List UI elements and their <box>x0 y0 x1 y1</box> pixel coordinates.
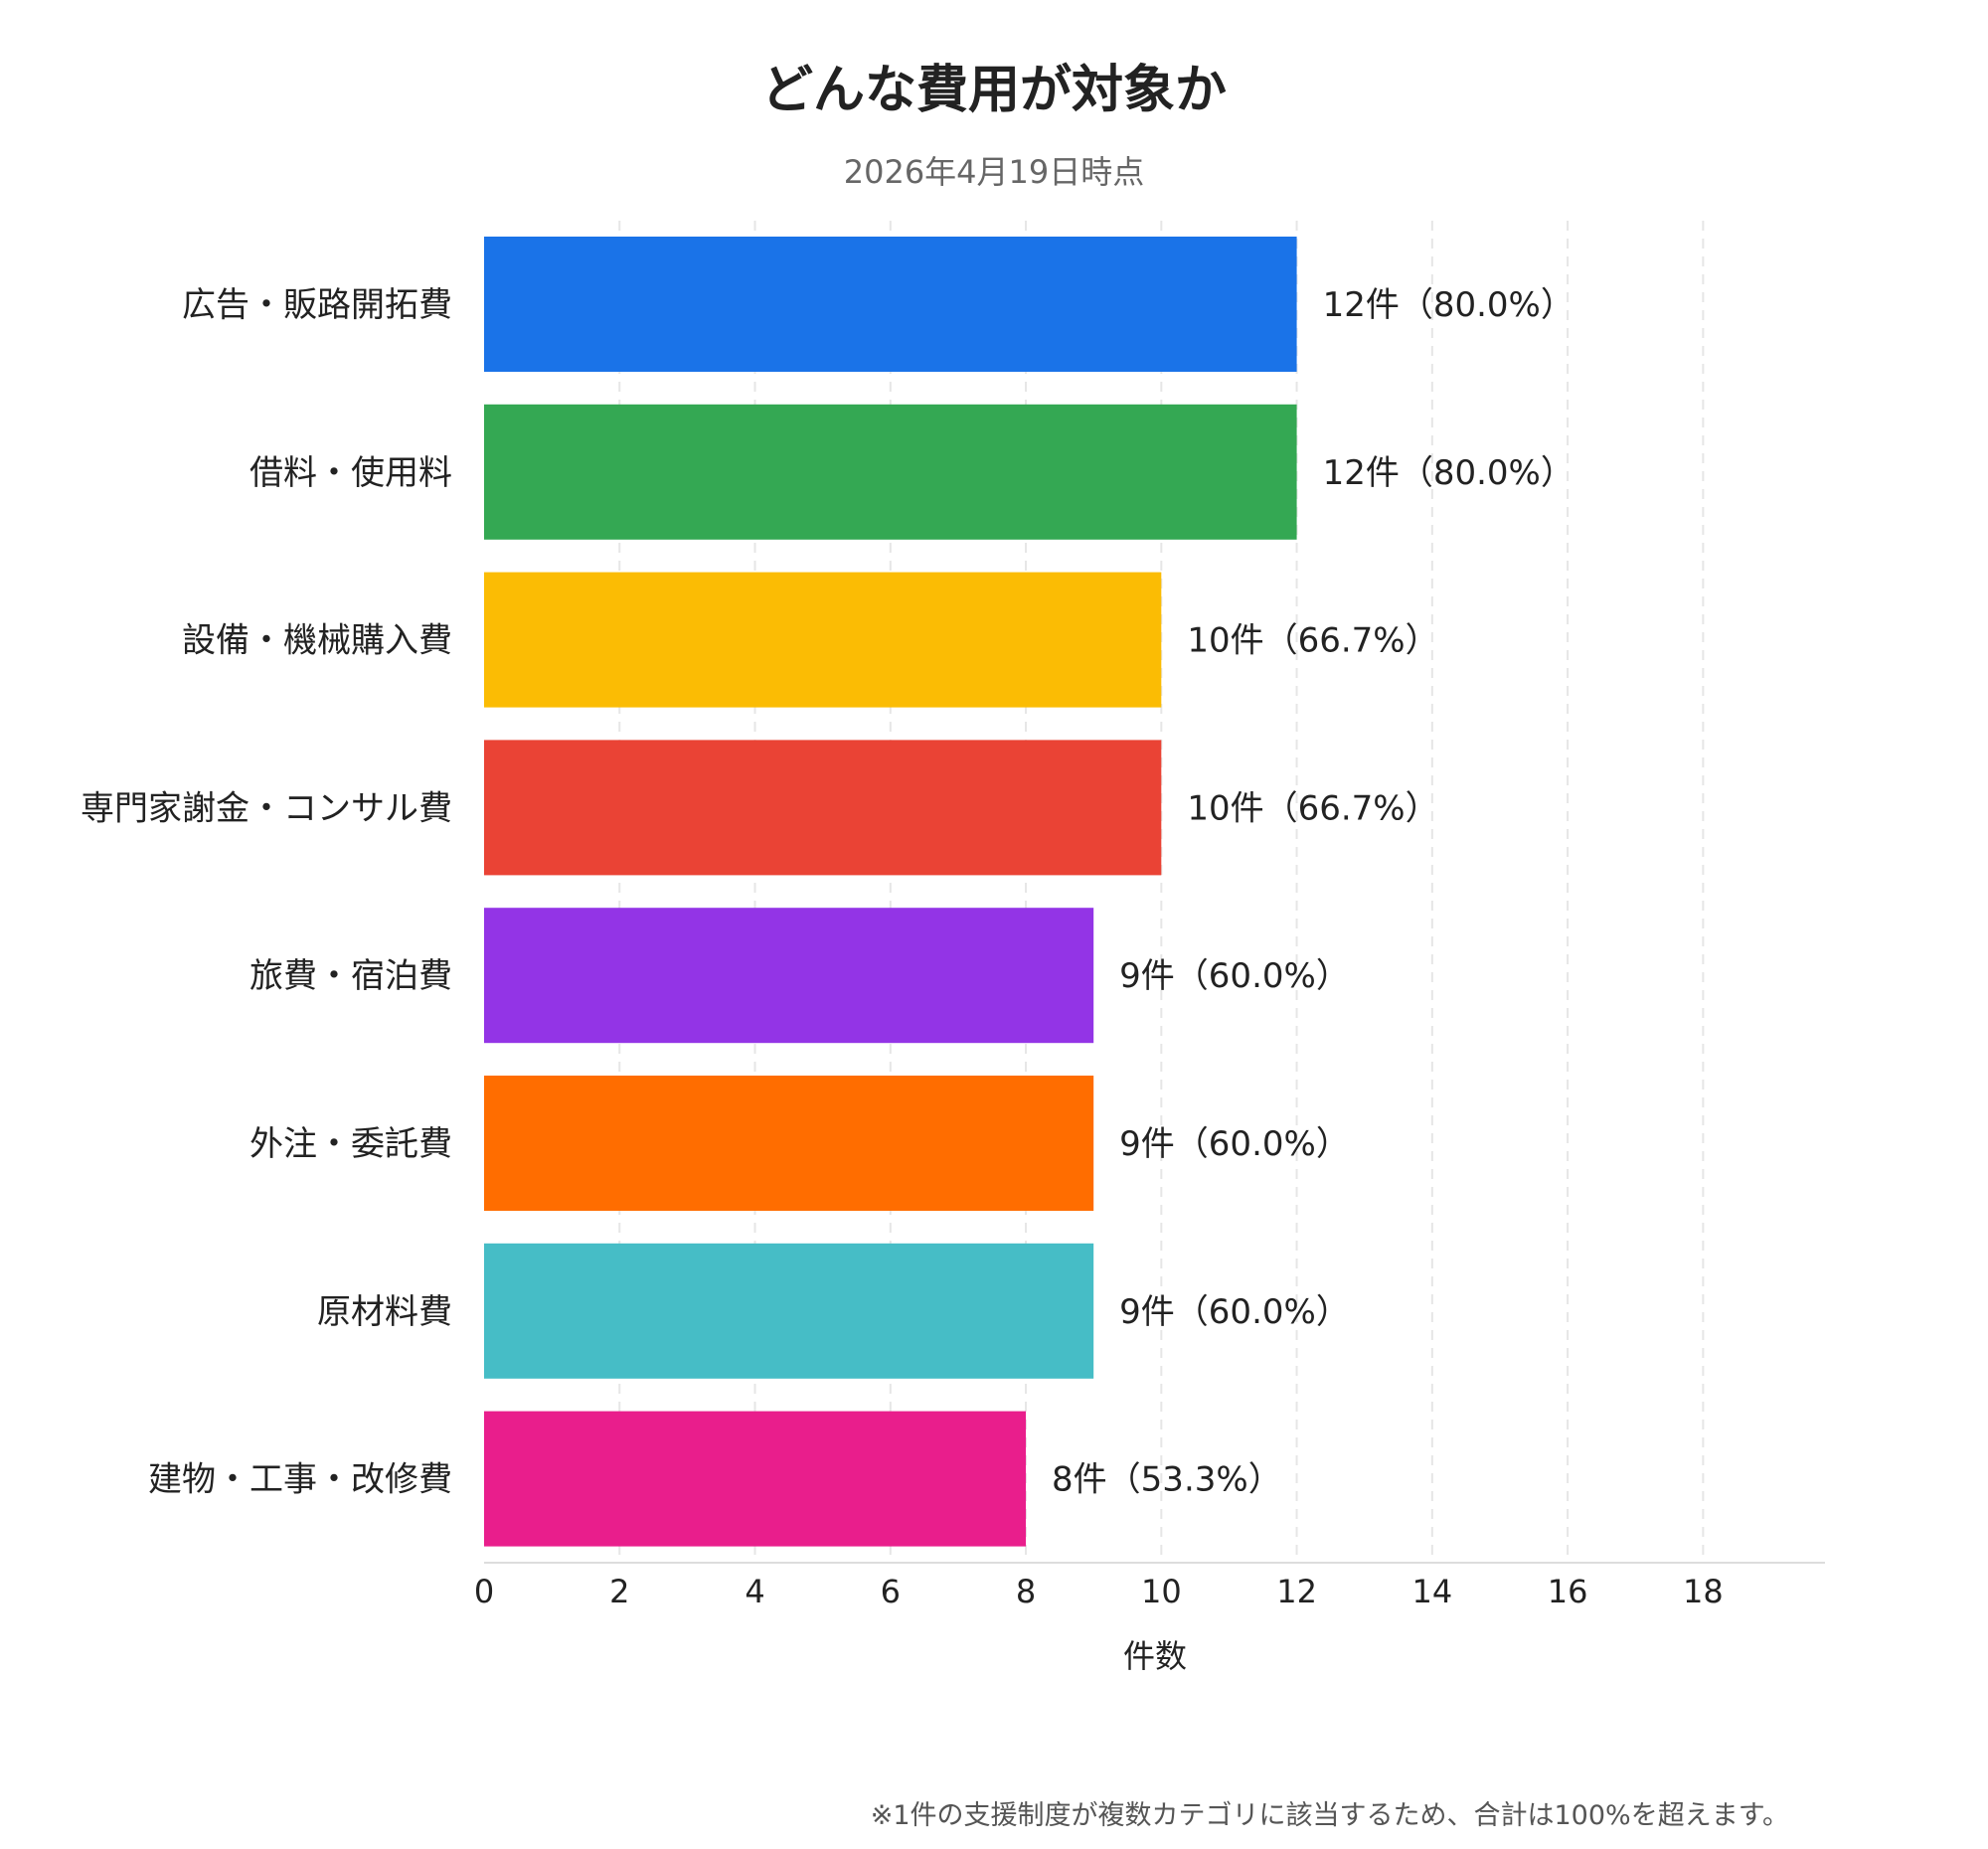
category-label: 専門家謝金・コンサル費 <box>81 788 452 828</box>
x-tick-label: 2 <box>609 1573 629 1610</box>
bars <box>484 237 1297 1547</box>
chart-subtitle: 2026年4月19日時点 <box>843 153 1145 191</box>
data-label: 9件（60.0%） <box>1119 1124 1350 1164</box>
x-tick-label: 8 <box>1016 1573 1036 1610</box>
category-label: 広告・販路開拓費 <box>182 285 452 325</box>
data-label: 8件（53.3%） <box>1052 1460 1282 1500</box>
data-label: 10件（66.7%） <box>1187 788 1438 828</box>
bar <box>484 237 1297 372</box>
data-label: 12件（80.0%） <box>1323 453 1574 493</box>
category-label: 外注・委託費 <box>249 1124 452 1164</box>
bar <box>484 1411 1027 1547</box>
category-label: 原材料費 <box>317 1292 452 1332</box>
category-label: 借料・使用料 <box>249 453 452 493</box>
x-tick-label: 14 <box>1411 1573 1452 1610</box>
bar <box>484 404 1297 540</box>
chart-title: どんな費用が対象か <box>760 61 1227 120</box>
x-tick-label: 6 <box>881 1573 901 1610</box>
bar <box>484 908 1094 1044</box>
footnote: ※1件の支援制度が複数カテゴリに該当するため、合計は100%を超えます。 <box>870 1800 1789 1831</box>
x-tick-label: 18 <box>1683 1573 1724 1610</box>
data-label: 12件（80.0%） <box>1323 285 1574 325</box>
category-labels: 広告・販路開拓費借料・使用料設備・機械購入費専門家謝金・コンサル費旅費・宿泊費外… <box>81 285 452 1500</box>
category-label: 設備・機械購入費 <box>182 621 452 661</box>
x-tick-label: 16 <box>1548 1573 1588 1610</box>
x-tick-label: 12 <box>1276 1573 1317 1610</box>
x-tick-label: 4 <box>745 1573 764 1610</box>
bar <box>484 740 1162 876</box>
bar <box>484 1243 1094 1379</box>
bar <box>484 572 1162 708</box>
x-axis-title: 件数 <box>1123 1637 1187 1675</box>
category-label: 建物・工事・改修費 <box>148 1460 452 1500</box>
category-label: 旅費・宿泊費 <box>249 956 452 996</box>
data-label: 9件（60.0%） <box>1119 1292 1350 1332</box>
data-labels: 12件（80.0%） 12件（80.0%） 10件（66.7%） 10件（66.7%）… <box>1052 285 1574 1500</box>
x-tick-label: 0 <box>474 1573 494 1610</box>
x-tick-label: 10 <box>1141 1573 1182 1610</box>
data-label: 10件（66.7%） <box>1187 621 1438 661</box>
data-label: 9件（60.0%） <box>1119 956 1350 996</box>
x-axis: 0 2 4 6 8 10 12 14 16 18 <box>474 1562 1825 1610</box>
bar <box>484 1076 1094 1211</box>
